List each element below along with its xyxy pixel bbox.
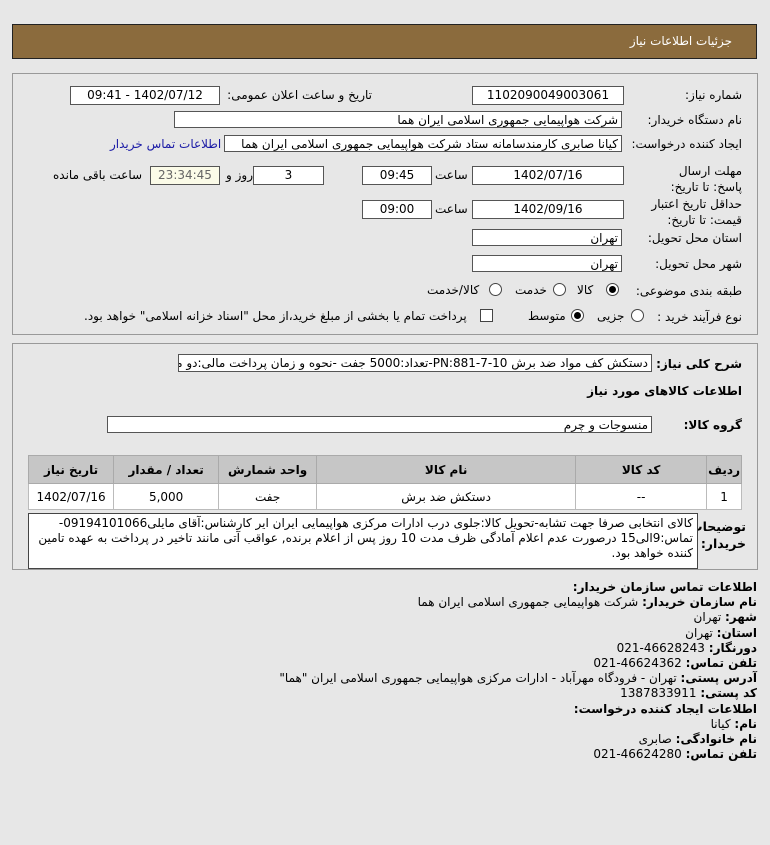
contact-city: شهر: تهران xyxy=(693,610,757,625)
category-radio-service[interactable] xyxy=(553,283,566,296)
need-number-label: شماره نیاز: xyxy=(685,88,742,102)
days-field[interactable]: 3 xyxy=(253,166,324,185)
remaining-label: ساعت باقی مانده xyxy=(53,168,143,182)
goods-group-label: گروه کالا: xyxy=(683,418,742,432)
cell-date: 1402/07/16 xyxy=(27,483,115,510)
col-row: ردیف xyxy=(706,455,742,484)
validity-date-field[interactable]: 1402/09/16 xyxy=(472,200,624,219)
col-unit: واحد شمارش xyxy=(218,455,318,484)
goods-section-title: اطلاعات کالاهای مورد نیاز xyxy=(587,384,742,398)
creator-first-name: نام: کیانا xyxy=(710,716,757,731)
creator-label: ایجاد کننده درخواست: xyxy=(631,137,742,151)
creator-phone: تلفن تماس: 46624280-021 xyxy=(593,747,757,762)
deadline-time-label: ساعت xyxy=(435,168,468,182)
announce-field[interactable]: 1402/07/12 - 09:41 xyxy=(70,86,220,105)
buyer-notes-field[interactable]: کالای انتخابی صرفا جهت تشابه-تحویل کالا:… xyxy=(28,513,698,569)
city-field[interactable]: تهران xyxy=(472,255,622,272)
contact-title: اطلاعات تماس سازمان خریدار: xyxy=(572,580,757,594)
treasury-payment-checkbox[interactable] xyxy=(480,309,493,322)
goods-group-field[interactable]: منسوجات و چرم xyxy=(107,416,652,433)
contact-fax: دورنگار: 46628243-021 xyxy=(616,640,757,655)
table-row[interactable]: 1 -- دستکش ضد برش جفت 5,000 1402/07/16 xyxy=(27,483,742,510)
province-field[interactable]: تهران xyxy=(472,229,622,246)
category-radio-goods[interactable] xyxy=(606,283,619,296)
days-label: روز و xyxy=(226,168,253,182)
col-name: نام کالا xyxy=(316,455,577,484)
cell-name: دستکش ضد برش xyxy=(316,483,577,510)
summary-label: شرح کلی نیاز: xyxy=(656,357,742,371)
page-title: جزئیات اطلاعات نیاز xyxy=(629,34,732,48)
cell-code: -- xyxy=(575,483,708,510)
summary-field[interactable]: دستکش کف مواد ضد برش PN:881-7-10-تعداد:5… xyxy=(178,354,652,372)
announce-label: تاریخ و ساعت اعلان عمومی: xyxy=(227,88,372,102)
cell-unit: جفت xyxy=(218,483,318,510)
contact-org: نام سازمان خریدار: شرکت هواپیمایی جمهوری… xyxy=(417,595,757,610)
col-code: کد کالا xyxy=(575,455,708,484)
contact-postal-code: کد پستی: 1387833911 xyxy=(620,686,757,701)
treasury-payment-note: پرداخت تمام یا بخشی از مبلغ خرید،از محل … xyxy=(84,309,467,323)
buyer-org-field[interactable]: شرکت هواپیمایی جمهوری اسلامی ایران هما xyxy=(174,111,622,128)
creator-last-name: نام خانوادگی: صابری xyxy=(638,732,757,747)
need-number-field[interactable]: 1102090049003061 xyxy=(472,86,624,105)
validity-time-field[interactable]: 09:00 xyxy=(362,200,432,219)
category-service-label: خدمت xyxy=(515,283,547,297)
buyer-contact-section: اطلاعات تماس سازمان خریدار: نام سازمان خ… xyxy=(57,580,757,762)
contact-address: آدرس پستی: تهران - فرودگاه مهرآباد - ادا… xyxy=(279,671,757,686)
city-label: شهر محل تحویل: xyxy=(655,257,742,271)
validity-label: حداقل تاریخ اعتبار قیمت: تا تاریخ: xyxy=(651,197,742,227)
category-radio-both[interactable] xyxy=(489,283,502,296)
process-minor-label: جزیی xyxy=(597,309,625,323)
contact-province: استان: تهران xyxy=(685,625,757,640)
category-both-label: کالا/خدمت xyxy=(427,283,480,297)
buyer-notes-label: توضیحات خریدار: xyxy=(690,519,746,551)
page-header: جزئیات اطلاعات نیاز xyxy=(12,24,757,59)
deadline-date-field[interactable]: 1402/07/16 xyxy=(472,166,624,185)
cell-row: 1 xyxy=(706,483,742,510)
process-radio-medium[interactable] xyxy=(571,309,584,322)
category-label: طبقه بندی موضوعی: xyxy=(635,284,742,298)
col-qty: تعداد / مقدار xyxy=(113,455,220,484)
province-label: استان محل تحویل: xyxy=(647,231,742,245)
creator-field[interactable]: کیانا صابری کارمندسامانه ستاد شرکت هواپی… xyxy=(224,135,622,152)
process-radio-minor[interactable] xyxy=(631,309,644,322)
process-medium-label: متوسط xyxy=(528,309,566,323)
table-header-row: ردیف کد کالا نام کالا واحد شمارش تعداد /… xyxy=(27,455,742,484)
creator-info-title: اطلاعات ایجاد کننده درخواست: xyxy=(573,701,757,716)
goods-table: ردیف کد کالا نام کالا واحد شمارش تعداد /… xyxy=(27,455,742,510)
remaining-time-field: 23:34:45 xyxy=(150,166,220,185)
process-label: نوع فرآیند خرید : xyxy=(657,310,742,324)
deadline-time-field[interactable]: 09:45 xyxy=(362,166,432,185)
category-goods-label: کالا xyxy=(577,283,594,297)
col-date: تاریخ نیاز xyxy=(27,455,115,484)
validity-time-label: ساعت xyxy=(435,202,468,216)
cell-qty: 5,000 xyxy=(113,483,220,510)
contact-phone: تلفن تماس: 46624362-021 xyxy=(593,656,757,671)
buyer-org-label: نام دستگاه خریدار: xyxy=(647,113,743,127)
deadline-label: مهلت ارسال پاسخ: تا تاریخ: xyxy=(670,164,742,194)
buyer-contact-link[interactable]: اطلاعات تماس خریدار xyxy=(110,137,222,151)
